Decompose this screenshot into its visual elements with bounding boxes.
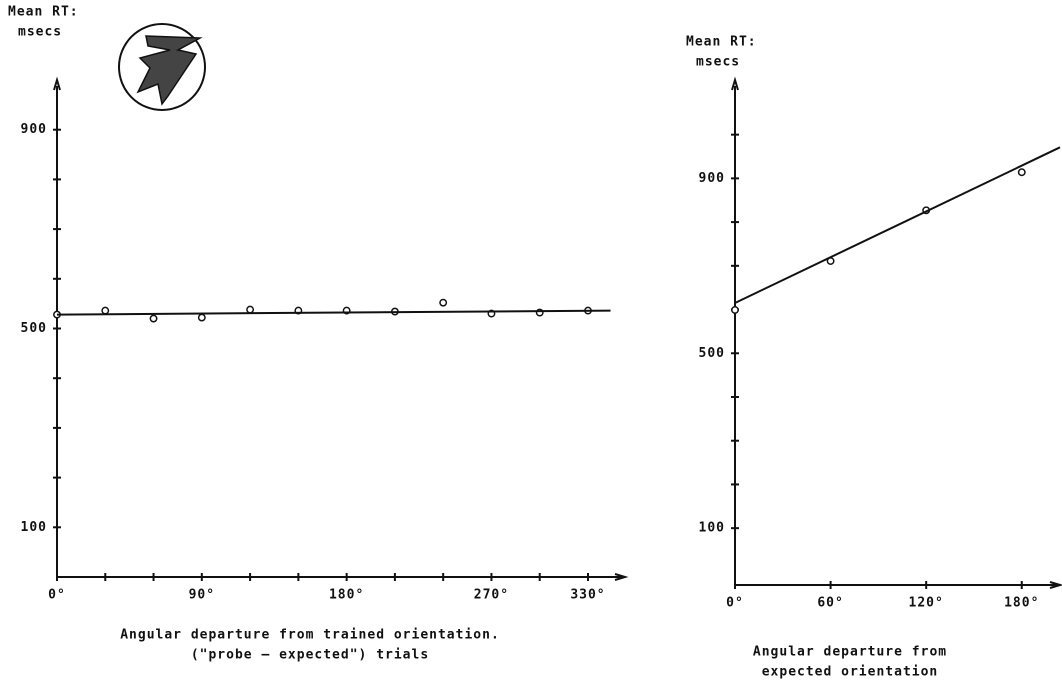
y-axis-label: msecs (18, 25, 62, 40)
x-axis-label: expected orientation (762, 665, 939, 680)
y-axis-label: msecs (696, 55, 740, 70)
x-tick-label: 120° (909, 596, 944, 611)
x-axis-label: ("probe — expected") trials (191, 648, 429, 663)
y-axis-label: Mean RT: (686, 35, 757, 50)
data-point (149, 314, 158, 323)
fit-line (734, 146, 1061, 304)
x-tick-label: 180° (329, 588, 364, 603)
x-axis (57, 573, 629, 581)
x-tick-label: 0° (726, 596, 744, 611)
data-point (101, 306, 110, 315)
data-point (246, 305, 255, 314)
x-axis-label: Angular departure from (753, 645, 947, 660)
y-tick-label: 100 (21, 520, 47, 535)
x-axis (735, 581, 1062, 589)
x-tick-label: 270° (474, 588, 509, 603)
y-tick-label: 900 (21, 122, 47, 137)
y-tick-label: 500 (699, 346, 725, 361)
x-axis-label: Angular departure from trained orientati… (120, 628, 500, 643)
y-axis (731, 76, 739, 585)
y-tick-label: 500 (21, 321, 47, 336)
x-tick-label: 180° (1004, 596, 1039, 611)
data-point (197, 313, 206, 322)
data-point (1017, 168, 1026, 177)
data-point (731, 306, 739, 314)
x-tick-label: 60° (817, 596, 843, 611)
y-axis-label: Mean RT: (8, 5, 79, 20)
y-tick-label: 900 (699, 171, 725, 186)
x-tick-label: 90° (189, 588, 215, 603)
x-tick-label: 330° (570, 588, 605, 603)
data-point (439, 298, 448, 307)
y-axis (53, 76, 61, 577)
fit-line (56, 309, 611, 316)
x-tick-label: 0° (48, 588, 66, 603)
y-tick-label: 100 (699, 521, 725, 536)
stimulus-icon (118, 23, 206, 111)
